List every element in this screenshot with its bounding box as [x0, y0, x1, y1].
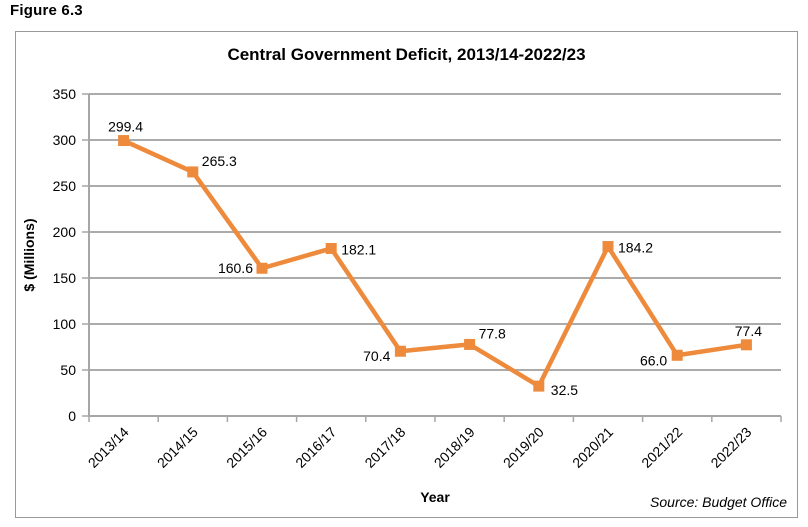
data-label: 299.4 — [108, 119, 143, 135]
x-tick-label: 2014/15 — [154, 424, 201, 471]
data-label: 182.1 — [341, 241, 376, 257]
data-point-marker — [394, 345, 406, 357]
x-tick-label: 2015/16 — [223, 424, 270, 471]
chart-frame: Central Government Deficit, 2013/14-2022… — [15, 31, 798, 518]
y-tick-label: 0 — [68, 408, 76, 424]
x-tick-label: 2022/23 — [707, 424, 754, 471]
x-tick-label: 2021/22 — [638, 424, 685, 471]
data-point-marker — [602, 241, 614, 253]
data-point-marker — [740, 339, 752, 351]
data-point-marker — [325, 242, 337, 254]
y-tick-label: 100 — [53, 316, 77, 332]
data-label: 77.4 — [735, 323, 762, 339]
data-label: 77.8 — [479, 325, 506, 341]
y-tick-label: 200 — [53, 224, 77, 240]
source-note: Source: Budget Office — [650, 494, 787, 510]
data-point-marker — [118, 135, 130, 147]
figure-label: Figure 6.3 — [10, 2, 83, 19]
chart-title: Central Government Deficit, 2013/14-2022… — [227, 45, 586, 64]
data-label: 70.4 — [363, 348, 390, 364]
data-label: 160.6 — [218, 260, 253, 276]
y-tick-label: 50 — [60, 362, 76, 378]
y-axis-title: $ (Millions) — [21, 218, 37, 291]
x-tick-label: 2017/18 — [361, 424, 408, 471]
x-tick-label: 2020/21 — [569, 424, 616, 471]
data-point-marker — [671, 349, 683, 361]
data-label: 66.0 — [640, 352, 667, 368]
y-tick-label: 350 — [53, 86, 77, 102]
x-tick-label: 2019/20 — [500, 424, 547, 471]
x-tick-label: 2016/17 — [292, 424, 339, 471]
y-tick-label: 250 — [53, 178, 77, 194]
data-label: 184.2 — [618, 240, 653, 256]
y-tick-label: 150 — [53, 270, 77, 286]
series-line — [122, 138, 747, 389]
x-tick-label: 2018/19 — [431, 424, 478, 471]
data-label: 32.5 — [551, 382, 578, 398]
data-point-marker — [256, 262, 268, 274]
x-axis-title: Year — [420, 489, 450, 505]
data-point-marker — [464, 338, 476, 350]
data-point-marker — [533, 380, 545, 392]
y-tick-label: 300 — [53, 132, 77, 148]
data-label: 265.3 — [202, 153, 237, 169]
deficit-line-chart: 0 50 100 150 200 250 300 350 2013/14 2014/15 2015/… — [21, 86, 782, 471]
data-point-marker — [187, 166, 199, 178]
x-tick-label: 2013/14 — [85, 424, 132, 471]
